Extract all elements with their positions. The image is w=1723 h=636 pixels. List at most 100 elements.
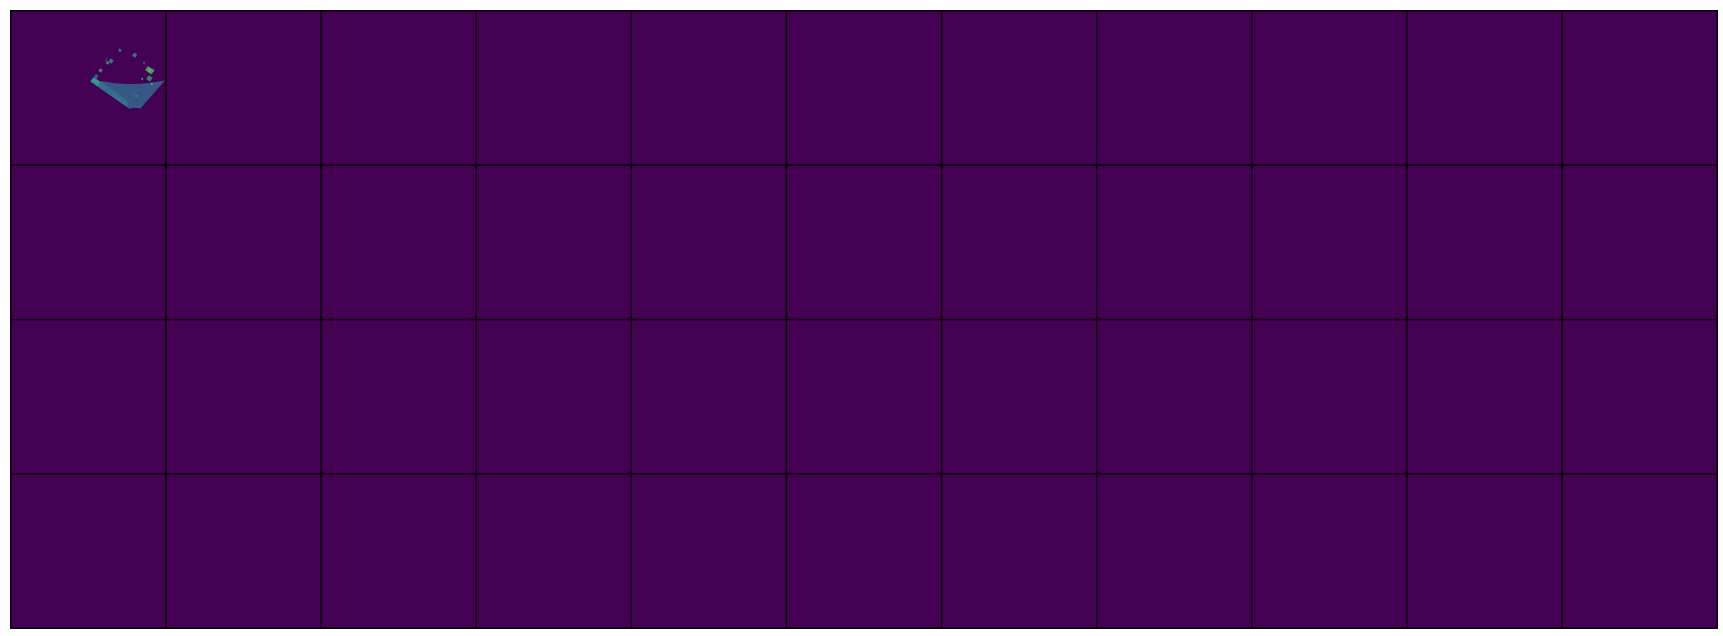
frame-r1-c6: [942, 165, 1096, 319]
frame-r2-c3: [476, 320, 631, 474]
frame-r0-c10: [1562, 11, 1717, 165]
frame-background: [632, 11, 786, 165]
frame-r1-c8: [1252, 165, 1407, 319]
frame-background: [1407, 320, 1562, 474]
noise-speck: [150, 82, 154, 86]
frame-r1-c2: [321, 165, 476, 319]
frame-background: [476, 165, 631, 319]
frame-background: [166, 474, 321, 628]
frame-r3-c5: [787, 474, 941, 628]
noise-speck: [135, 98, 139, 102]
frame-background: [1407, 165, 1562, 319]
frame-r0-c1: [166, 11, 321, 165]
frame-background: [1097, 320, 1252, 474]
noise-speck: [145, 66, 152, 73]
frame-background: [787, 11, 941, 165]
frame-background: [321, 165, 476, 319]
noise-speck: [146, 75, 153, 82]
frame-background: [787, 165, 941, 319]
frame-background: [942, 11, 1096, 165]
frame-background: [1562, 320, 1717, 474]
frame-r0-c6: [942, 11, 1096, 165]
frame-background: [1562, 11, 1717, 165]
frame-r2-c8: [1252, 320, 1407, 474]
frame-background: [1252, 11, 1407, 165]
frame-background: [11, 320, 166, 474]
frame-background: [1562, 474, 1717, 628]
frame-background: [787, 320, 941, 474]
frame-r3-c10: [1562, 474, 1717, 628]
frame-r2-c5: [787, 320, 941, 474]
frame-background: [1252, 320, 1407, 474]
frame-background: [11, 474, 166, 628]
noise-speck: [142, 61, 146, 65]
frame-background: [632, 474, 786, 628]
frame-background: [321, 474, 476, 628]
frame-background: [166, 165, 321, 319]
frame-r0-c7: [1097, 11, 1252, 165]
frame-r3-c6: [942, 474, 1096, 628]
noise-speck: [140, 77, 144, 81]
frame-r1-c7: [1097, 165, 1252, 319]
frame-background: [1252, 474, 1407, 628]
frame-r2-c1: [166, 320, 321, 474]
frame-r3-c7: [1097, 474, 1252, 628]
frame-background: [1407, 11, 1562, 165]
image-grid: [10, 10, 1718, 629]
frame-r0-c8: [1252, 11, 1407, 165]
frame-grid-svg: [11, 11, 1717, 628]
frame-background: [476, 474, 631, 628]
noise-speck: [108, 58, 114, 64]
frame-r0-c3: [476, 11, 631, 165]
frame-background: [942, 165, 1096, 319]
frame-background: [476, 320, 631, 474]
frame-background: [1407, 474, 1562, 628]
noise-speck: [138, 85, 141, 88]
noise-speck: [132, 52, 138, 58]
frame-background: [476, 11, 631, 165]
frame-background: [166, 320, 321, 474]
frame-background: [1097, 165, 1252, 319]
frame-background: [321, 320, 476, 474]
frame-background: [632, 165, 786, 319]
frame-r3-c4: [632, 474, 786, 628]
frame-background: [1252, 165, 1407, 319]
frame-background: [11, 165, 166, 319]
frame-r2-c6: [942, 320, 1096, 474]
frame-r1-c10: [1562, 165, 1717, 319]
noise-speck: [118, 48, 122, 53]
frame-background: [942, 474, 1096, 628]
frame-r2-c7: [1097, 320, 1252, 474]
noise-speck: [98, 68, 103, 73]
noise-speck: [145, 82, 151, 88]
frame-r1-c9: [1407, 165, 1562, 319]
frame-r1-c4: [632, 165, 786, 319]
frame-background: [1562, 165, 1717, 319]
frame-r2-c9: [1407, 320, 1562, 474]
frame-background: [942, 320, 1096, 474]
noise-speck: [134, 94, 138, 98]
frame-background: [321, 11, 476, 165]
noise-speck: [136, 91, 142, 96]
frame-r2-c2: [321, 320, 476, 474]
frame-r2-c4: [632, 320, 786, 474]
frame-background: [166, 11, 321, 165]
noise-speck: [136, 83, 140, 86]
frame-r3-c9: [1407, 474, 1562, 628]
frame-r1-c3: [476, 165, 631, 319]
noise-speck: [105, 61, 110, 65]
frame-background: [1097, 11, 1252, 165]
frame-r0-c9: [1407, 11, 1562, 165]
frame-r2-c0: [11, 320, 166, 474]
noise-speck: [130, 89, 137, 97]
frame-r0-c0: [11, 11, 166, 165]
frame-r0-c4: [632, 11, 786, 165]
frame-r1-c0: [11, 165, 166, 319]
frame-r1-c1: [166, 165, 321, 319]
frame-r3-c3: [476, 474, 631, 628]
frame-background: [787, 474, 941, 628]
frame-r1-c5: [787, 165, 941, 319]
frame-background: [632, 320, 786, 474]
frame-r0-c5: [787, 11, 941, 165]
frame-r2-c10: [1562, 320, 1717, 474]
